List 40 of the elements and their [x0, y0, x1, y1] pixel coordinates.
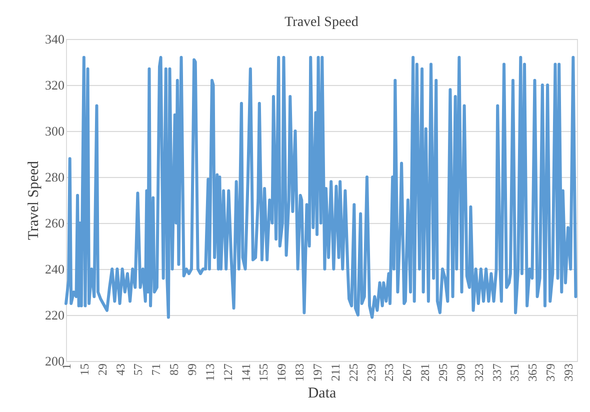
x-tick-label: 71	[149, 364, 164, 376]
x-tick-label: 267	[400, 364, 414, 382]
y-tick-label: 260	[45, 216, 64, 230]
x-tick-label: 309	[454, 364, 468, 382]
x-tick-label: 169	[274, 364, 289, 382]
x-tick-label: 253	[382, 364, 396, 382]
y-axis-title: Travel Speed	[26, 160, 42, 240]
x-tick-label: 197	[310, 364, 325, 382]
x-tick-label: 85	[167, 364, 182, 376]
x-tick-label: 323	[472, 364, 486, 382]
y-tick-label: 340	[45, 32, 64, 46]
line-series	[64, 56, 578, 319]
x-tick-label: 155	[256, 364, 271, 382]
x-tick-label: 141	[238, 364, 253, 382]
x-tick-label: 351	[508, 364, 522, 382]
x-tick-label: 225	[346, 364, 360, 382]
x-axis-title: Data	[308, 386, 336, 402]
x-tick-label: 393	[562, 364, 576, 382]
y-tick-label: 280	[45, 170, 64, 184]
x-tick-label: 43	[113, 364, 128, 376]
x-tick-label: 281	[418, 364, 432, 382]
x-tick-label: 295	[436, 364, 450, 382]
x-tick-label: 183	[292, 364, 307, 382]
chart-title: Travel Speed	[284, 15, 358, 30]
x-tick-label: 239	[364, 364, 378, 382]
y-tick-label: 220	[45, 308, 64, 322]
y-tick-label: 240	[45, 262, 64, 276]
x-tick-label: 379	[544, 364, 558, 382]
x-tick-label: 211	[328, 364, 342, 382]
x-tick-label: 337	[490, 364, 504, 382]
x-tick-label: 15	[77, 364, 92, 376]
x-tick-label: 113	[202, 364, 217, 382]
y-tick-label: 320	[45, 78, 64, 92]
y-tick-label: 300	[45, 124, 64, 138]
x-tick-label: 127	[220, 364, 235, 382]
x-tick-label: 29	[95, 364, 110, 376]
x-tick-label: 99	[185, 364, 200, 376]
y-tick-label: 200	[45, 354, 64, 368]
x-tick-label: 365	[526, 364, 540, 382]
x-tick-label: 57	[131, 364, 146, 376]
